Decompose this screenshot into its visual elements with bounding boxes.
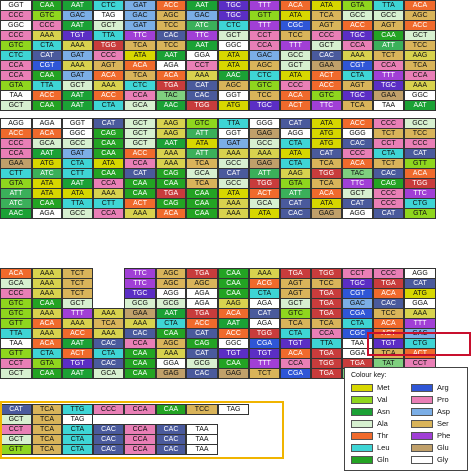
codon-cell: CAA: [32, 100, 62, 111]
codon-cell: AAC: [156, 100, 186, 111]
key-swatch-met: [351, 384, 373, 392]
codon-cell: TCA: [342, 100, 373, 111]
codon-cell: GTA: [404, 208, 436, 219]
codon-cell: GCT: [0, 100, 32, 111]
key-label-ser: Ser: [437, 419, 449, 428]
codon-cell: CCC: [93, 404, 124, 415]
codon-cell: CAC: [93, 444, 124, 455]
codon-cell: GCA: [93, 368, 124, 379]
codon-cell: TAA: [373, 100, 404, 111]
key-swatch-phe: [411, 432, 433, 440]
key-label-phe: Phe: [437, 431, 451, 440]
key-swatch-leu: [351, 444, 373, 452]
codon-cell: AAT: [404, 100, 436, 111]
codon-cell: ACA: [156, 208, 186, 219]
key-label-val: Val: [377, 395, 388, 404]
codon-cell: CGA: [280, 368, 311, 379]
codon-cell: TAA: [186, 444, 218, 455]
key-label-ala: Ala: [377, 419, 388, 428]
codon-cell: GAG: [156, 368, 186, 379]
codon-cell: AAA: [218, 208, 249, 219]
codon-cell: ATG: [218, 100, 249, 111]
key-label-thr: Thr: [377, 431, 389, 440]
colour-key-title: Colour key:: [351, 372, 387, 379]
codon-cell: TGG: [186, 100, 218, 111]
codon-cell: CCA: [124, 444, 156, 455]
codon-cell: AAT: [62, 100, 93, 111]
codon-cell: GTT: [0, 444, 32, 455]
codon-cell: GAG: [218, 368, 249, 379]
codon-cell: TAG: [218, 404, 249, 415]
codon-cell: TGA: [311, 368, 342, 379]
codon-cell: AGG: [342, 208, 373, 219]
key-swatch-ala: [351, 420, 373, 428]
key-swatch-gly: [411, 456, 433, 464]
codon-cell: ATA: [249, 208, 280, 219]
key-swatch-asp: [411, 408, 433, 416]
key-swatch-thr: [351, 432, 373, 440]
codon-cell: GAG: [311, 208, 342, 219]
codon-cell: TGC: [249, 100, 280, 111]
codon-cell: CTA: [62, 444, 93, 455]
key-swatch-gln: [351, 456, 373, 464]
codon-cell: CAA: [124, 368, 156, 379]
key-swatch-arg: [411, 384, 433, 392]
key-label-gly: Gly: [437, 455, 449, 464]
codon-cell: TCT: [249, 368, 280, 379]
key-label-arg: Arg: [437, 383, 449, 392]
key-label-leu: Leu: [377, 443, 390, 452]
codon-cell: CTA: [93, 100, 124, 111]
codon-cell: AAT: [62, 368, 93, 379]
codon-cell: AGA: [32, 208, 62, 219]
key-swatch-pro: [411, 396, 433, 404]
key-swatch-asn: [351, 408, 373, 416]
key-label-asn: Asn: [377, 407, 390, 416]
codon-cell: CAT: [373, 208, 404, 219]
codon-cell: CAC: [280, 208, 311, 219]
key-label-pro: Pro: [437, 395, 449, 404]
codon-cell: ACT: [280, 100, 311, 111]
codon-cell: AAC: [0, 208, 32, 219]
key-label-asp: Asp: [437, 407, 450, 416]
codon-cell: TCA: [32, 444, 62, 455]
codon-cell: CAA: [32, 368, 62, 379]
codon-cell: GCC: [62, 208, 93, 219]
codon-cell: CCA: [124, 404, 156, 415]
codon-cell: TTC: [311, 100, 342, 111]
key-swatch-glu: [411, 444, 433, 452]
codon-cell: CAC: [186, 368, 218, 379]
codon-cell: TCC: [186, 404, 218, 415]
codon-cell: AAA: [124, 208, 156, 219]
key-label-glu: Glu: [437, 443, 449, 452]
codon-cell: CAC: [156, 444, 186, 455]
key-swatch-ser: [411, 420, 433, 428]
key-swatch-val: [351, 396, 373, 404]
codon-cell: GCT: [0, 368, 32, 379]
key-label-gln: Gln: [377, 455, 389, 464]
codon-cell: CAA: [186, 208, 218, 219]
codon-cell: CCA: [93, 208, 124, 219]
colour-key: Colour key: Met Val Asn Ala Thr Leu Gln Arg Pro A…: [344, 367, 468, 471]
key-label-met: Met: [377, 383, 390, 392]
codon-cell: GCA: [124, 100, 156, 111]
codon-cell: CAA: [156, 404, 186, 415]
